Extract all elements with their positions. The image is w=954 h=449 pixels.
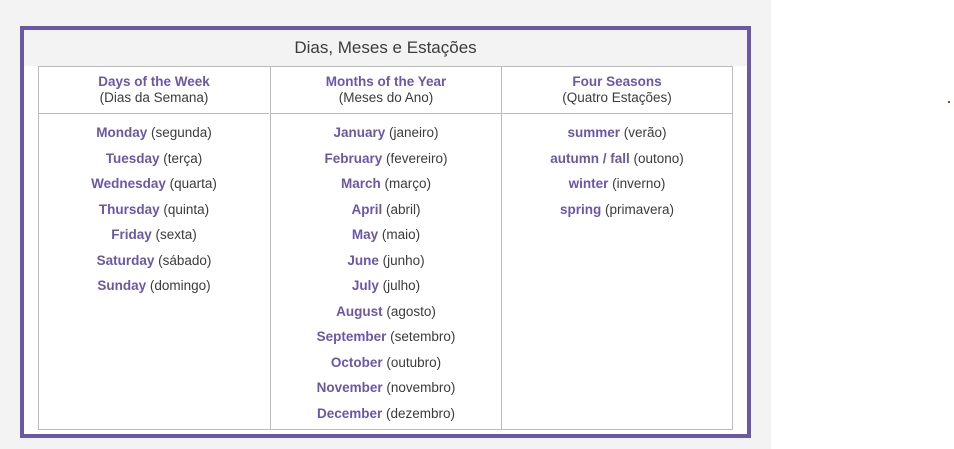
- column-header: Months of the Year (Meses do Ano): [271, 67, 501, 114]
- english-word: Monday: [96, 125, 148, 140]
- header-english: Months of the Year: [325, 74, 447, 89]
- list-item: Tuesday (terça): [39, 146, 269, 172]
- vocabulary-table: Days of the Week (Dias da Semana) Monday…: [38, 66, 733, 430]
- portuguese-translation: (primavera): [605, 201, 675, 217]
- column-months: Months of the Year (Meses do Ano) Januar…: [270, 67, 501, 429]
- english-word: August: [336, 303, 383, 319]
- english-word: spring: [559, 201, 602, 217]
- header-portuguese: (Dias da Semana): [99, 90, 209, 105]
- english-word: autumn / fall: [550, 150, 630, 166]
- english-word: summer: [567, 125, 620, 140]
- portuguese-translation: (terça): [163, 150, 203, 166]
- column-header: Days of the Week (Dias da Semana): [39, 67, 269, 114]
- word-list: Monday (segunda) Tuesday (terça) Wednesday…: [39, 114, 269, 299]
- list-item: August (agosto): [271, 299, 501, 325]
- portuguese-translation: (outubro): [386, 354, 442, 370]
- portuguese-translation: (junho): [382, 252, 425, 268]
- list-item: December (dezembro): [271, 401, 501, 427]
- portuguese-translation: (quinta): [163, 201, 210, 217]
- portuguese-translation: (domingo): [149, 278, 211, 293]
- list-item: Monday (segunda): [39, 120, 269, 146]
- english-word: November: [316, 380, 383, 395]
- list-item: Wednesday (quarta): [39, 171, 269, 197]
- portuguese-translation: (outono): [633, 150, 684, 166]
- column-header: Four Seasons (Quatro Estações): [502, 67, 732, 114]
- portuguese-translation: (março): [384, 176, 432, 191]
- header-portuguese: (Quatro Estações): [562, 90, 672, 105]
- header-english: Days of the Week: [98, 74, 210, 89]
- portuguese-translation: (sexta): [155, 227, 197, 242]
- list-item: February (fevereiro): [271, 146, 501, 172]
- english-word: Sunday: [97, 278, 147, 293]
- list-item: May (maio): [271, 222, 501, 248]
- portuguese-translation: (fevereiro): [386, 150, 448, 166]
- portuguese-translation: (dezembro): [386, 405, 456, 421]
- page-background: Dias, Meses e Estações Days of the Week …: [0, 0, 771, 449]
- list-item: October (outubro): [271, 350, 501, 376]
- list-item: Sunday (domingo): [39, 273, 269, 299]
- list-item: Saturday (sábado): [39, 248, 269, 274]
- english-word: June: [347, 252, 379, 268]
- vocabulary-card: Dias, Meses e Estações Days of the Week …: [20, 26, 751, 438]
- english-word: September: [316, 329, 387, 344]
- list-item: April (abril): [271, 197, 501, 223]
- list-item: winter (inverno): [502, 171, 732, 197]
- english-word: January: [333, 125, 386, 140]
- list-item: autumn / fall (outono): [502, 146, 732, 172]
- word-list: summer (verão) autumn / fall (outono) wint…: [502, 114, 732, 222]
- red-dot-marker: [948, 101, 950, 103]
- column-seasons: Four Seasons (Quatro Estações) summer (v…: [501, 67, 732, 429]
- portuguese-translation: (segunda): [150, 125, 212, 140]
- word-list: January (janeiro) February (fevereiro) Mar…: [271, 114, 501, 426]
- list-item: June (junho): [271, 248, 501, 274]
- english-word: December: [316, 405, 383, 421]
- english-word: July: [351, 278, 379, 293]
- english-word: Wednesday: [91, 176, 166, 191]
- portuguese-translation: (sábado): [158, 252, 212, 268]
- english-word: winter: [568, 176, 609, 191]
- portuguese-translation: (agosto): [386, 303, 436, 319]
- header-portuguese: (Meses do Ano): [338, 90, 434, 105]
- list-item: January (janeiro): [271, 120, 501, 146]
- portuguese-translation: (novembro): [386, 380, 456, 395]
- portuguese-translation: (quarta): [169, 176, 217, 191]
- list-item: Thursday (quinta): [39, 197, 269, 223]
- list-item: March (março): [271, 171, 501, 197]
- portuguese-translation: (abril): [386, 201, 421, 217]
- english-word: February: [324, 150, 383, 166]
- list-item: Friday (sexta): [39, 222, 269, 248]
- card-title: Dias, Meses e Estações: [24, 30, 747, 66]
- english-word: May: [351, 227, 379, 242]
- column-days: Days of the Week (Dias da Semana) Monday…: [39, 67, 269, 429]
- english-word: Thursday: [98, 201, 160, 217]
- list-item: summer (verão): [502, 120, 732, 146]
- english-word: Saturday: [96, 252, 155, 268]
- english-word: April: [351, 201, 383, 217]
- list-item: September (setembro): [271, 324, 501, 350]
- list-item: July (julho): [271, 273, 501, 299]
- english-word: October: [330, 354, 383, 370]
- header-english: Four Seasons: [572, 74, 662, 89]
- portuguese-translation: (julho): [382, 278, 421, 293]
- list-item: November (novembro): [271, 375, 501, 401]
- english-word: March: [340, 176, 381, 191]
- english-word: Tuesday: [105, 150, 160, 166]
- portuguese-translation: (janeiro): [389, 125, 439, 140]
- portuguese-translation: (maio): [381, 227, 421, 242]
- portuguese-translation: (setembro): [390, 329, 456, 344]
- list-item: spring (primavera): [502, 197, 732, 223]
- portuguese-translation: (inverno): [612, 176, 666, 191]
- portuguese-translation: (verão): [623, 125, 667, 140]
- english-word: Friday: [111, 227, 152, 242]
